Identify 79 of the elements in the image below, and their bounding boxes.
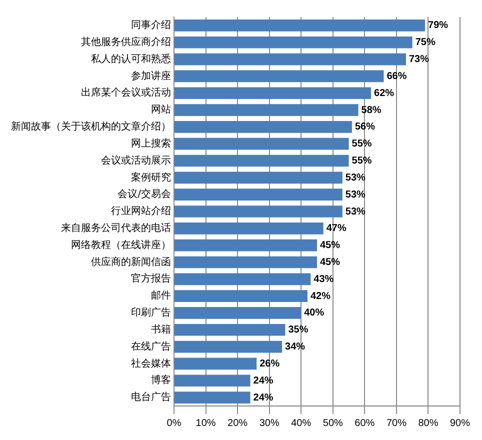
data-label: 66% xyxy=(386,70,407,82)
x-tick-label: 70% xyxy=(386,418,407,429)
bar xyxy=(174,206,342,218)
y-tick-label: 案例研究 xyxy=(131,171,171,184)
bar xyxy=(174,154,349,167)
data-label: 45% xyxy=(320,256,340,268)
x-tick-label: 40% xyxy=(291,418,312,429)
bar xyxy=(174,188,342,201)
bar xyxy=(174,374,250,387)
bar xyxy=(174,392,250,404)
data-label: 24% xyxy=(253,375,274,386)
bar xyxy=(174,53,406,66)
bar xyxy=(174,239,317,252)
bar xyxy=(174,256,317,268)
bar xyxy=(174,172,342,184)
bar xyxy=(174,307,302,319)
data-label: 79% xyxy=(428,20,448,32)
x-tick-label: 90% xyxy=(450,418,470,429)
y-tick-label: 行业网站介绍 xyxy=(111,205,171,218)
y-tick-label: 会议或活动展示 xyxy=(101,154,171,166)
x-tick-label: 30% xyxy=(259,418,280,429)
y-tick-label: 在线广告 xyxy=(131,340,171,352)
data-label: 47% xyxy=(326,223,346,234)
bar xyxy=(174,87,372,100)
y-tick-label: 供应商的新闻信函 xyxy=(91,256,171,268)
data-label: 75% xyxy=(415,37,436,48)
y-tick-label: 官方报告 xyxy=(131,272,171,285)
bar xyxy=(174,138,349,150)
data-label: 53% xyxy=(345,206,366,218)
y-tick-label: 书籍 xyxy=(151,323,171,336)
data-label: 45% xyxy=(320,240,340,252)
y-tick-label: 会议/交易会 xyxy=(118,188,171,200)
y-tick-label: 新闻故事（关于该机构的文章介绍） xyxy=(11,120,171,133)
data-label: 34% xyxy=(285,342,306,353)
data-label: 43% xyxy=(314,274,334,285)
data-label: 40% xyxy=(304,308,324,319)
y-tick-label: 参加讲座 xyxy=(131,70,171,82)
y-tick-label: 私人的认可和熟悉 xyxy=(91,52,171,65)
data-label: 62% xyxy=(374,88,394,99)
x-tick-label: 80% xyxy=(418,418,438,429)
data-label: 53% xyxy=(345,189,366,200)
bar xyxy=(174,358,257,370)
y-tick-label: 网站 xyxy=(151,104,171,116)
y-tick-label: 出席某个会议或活动 xyxy=(81,86,171,99)
x-tick-label: 60% xyxy=(354,418,375,429)
x-tick-label: 10% xyxy=(196,418,216,429)
data-label: 35% xyxy=(288,324,308,336)
data-label: 53% xyxy=(345,172,366,184)
data-label: 56% xyxy=(354,122,376,133)
y-tick-label: 印刷广告 xyxy=(131,306,171,319)
bar xyxy=(174,340,282,353)
y-tick-label: 电台广告 xyxy=(131,391,171,404)
bar xyxy=(174,273,311,286)
y-tick-label: 博客 xyxy=(151,374,171,386)
y-tick-label: 社会媒体 xyxy=(131,357,171,370)
bar xyxy=(174,104,358,116)
bar xyxy=(174,324,286,336)
y-tick-label: 同事介绍 xyxy=(131,19,171,32)
y-tick-label: 网络教程（在线讲座） xyxy=(71,238,171,251)
x-tick-label: 20% xyxy=(228,418,248,429)
data-label: 58% xyxy=(361,104,382,116)
y-tick-label: 来自服务公司代表的电话 xyxy=(61,222,171,234)
x-tick-label: 0% xyxy=(166,418,182,429)
bar xyxy=(174,121,352,133)
x-tick-label: 50% xyxy=(322,418,344,429)
bar xyxy=(174,222,324,234)
data-label: 26% xyxy=(260,358,280,370)
data-label: 55% xyxy=(352,138,372,150)
data-label: 55% xyxy=(352,156,372,167)
bar xyxy=(174,36,412,48)
data-label: 24% xyxy=(253,392,274,404)
data-label: 42% xyxy=(310,290,331,302)
y-tick-label: 网上搜索 xyxy=(131,137,171,150)
data-label: 73% xyxy=(408,54,430,66)
bar xyxy=(174,20,426,32)
bar xyxy=(174,70,384,82)
bar xyxy=(174,290,308,302)
y-tick-label: 邮件 xyxy=(151,290,171,302)
y-tick-label: 其他服务供应商介绍 xyxy=(81,36,171,48)
